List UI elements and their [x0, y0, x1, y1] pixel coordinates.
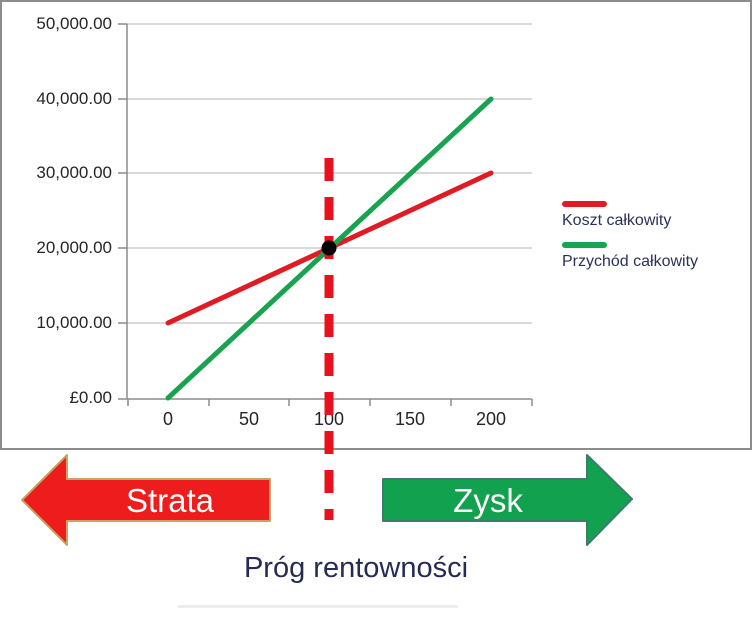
- loss-profit-arrows: [21, 454, 633, 546]
- x-tick-100: 100: [313, 409, 345, 429]
- profit-arrow: [382, 454, 633, 546]
- revenue-legend-label: Przychód całkowity: [562, 253, 699, 270]
- cost-legend-label: Koszt całkowity: [562, 212, 672, 229]
- y-tick-40000: 40,000.00: [36, 89, 112, 108]
- loss-arrow-label: Strata: [125, 482, 215, 519]
- profit-arrow-label: Zysk: [453, 482, 523, 519]
- x-tick-150: 150: [394, 409, 426, 429]
- y-tick-50000: 50,000.00: [36, 14, 112, 33]
- x-tick-200: 200: [475, 409, 507, 429]
- gridlines: [127, 23, 532, 324]
- y-tick-10000: 10,000.00: [36, 313, 112, 332]
- cost-legend-swatch: [562, 201, 607, 207]
- x-tick-0: 0: [162, 409, 173, 429]
- y-axis: [118, 23, 128, 400]
- y-tick-0: £0.00: [69, 388, 112, 407]
- y-tick-20000: 20,000.00: [36, 238, 112, 257]
- loss-arrow: [21, 454, 271, 546]
- legend: Koszt całkowity Przychód całkowity: [562, 201, 698, 283]
- break-even-caption: Próg rentowności: [243, 552, 469, 584]
- x-axis: [127, 398, 533, 406]
- bottom-divider: [178, 605, 458, 608]
- revenue-legend-swatch: [562, 242, 607, 248]
- y-tick-30000: 30,000.00: [36, 163, 112, 182]
- x-tick-50: 50: [238, 409, 260, 429]
